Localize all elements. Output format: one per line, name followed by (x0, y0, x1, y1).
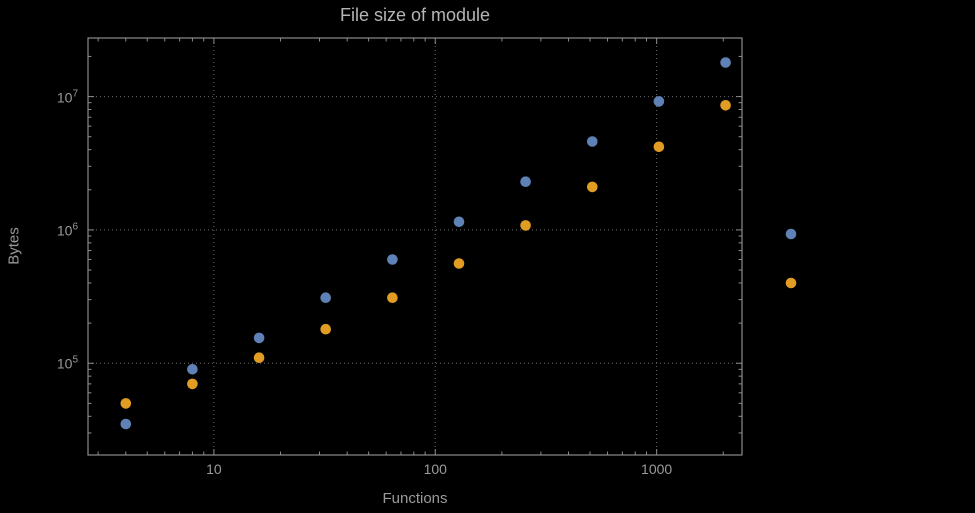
y-tick-label: 105 (56, 354, 78, 372)
legend-marker (785, 228, 797, 240)
data-point-series-blue (387, 254, 398, 265)
data-point-series-blue (320, 292, 332, 304)
data-point-series-blue (720, 57, 731, 68)
data-point-series-orange (453, 258, 465, 269)
data-point-series-orange (587, 181, 598, 193)
x-tick-label: 1000 (641, 461, 673, 477)
data-point-series-orange (520, 220, 531, 231)
data-point-series-blue (453, 216, 465, 228)
legend-marker (785, 277, 797, 289)
data-point-series-blue (253, 332, 265, 344)
data-point-series-orange (187, 378, 198, 390)
data-point-series-blue (120, 418, 132, 430)
x-axis-label: Functions (382, 490, 448, 507)
data-point-series-blue (653, 96, 665, 107)
data-point-series-blue (587, 136, 598, 147)
data-point-series-orange (120, 398, 132, 409)
data-point-series-orange (320, 323, 332, 335)
plot-frame (87, 37, 743, 456)
y-tick-label: 107 (56, 88, 78, 105)
data-point-series-orange (653, 141, 665, 153)
data-point-series-orange (253, 352, 265, 364)
data-point-series-blue (187, 364, 198, 375)
x-tick-label: 100 (423, 461, 447, 477)
data-point-series-orange (720, 100, 731, 111)
data-point-series-orange (387, 292, 398, 304)
y-tick-label: 106 (56, 221, 78, 239)
data-point-series-blue (520, 176, 531, 187)
x-tick-label: 10 (206, 461, 222, 477)
chart-title: File size of module (339, 5, 491, 25)
